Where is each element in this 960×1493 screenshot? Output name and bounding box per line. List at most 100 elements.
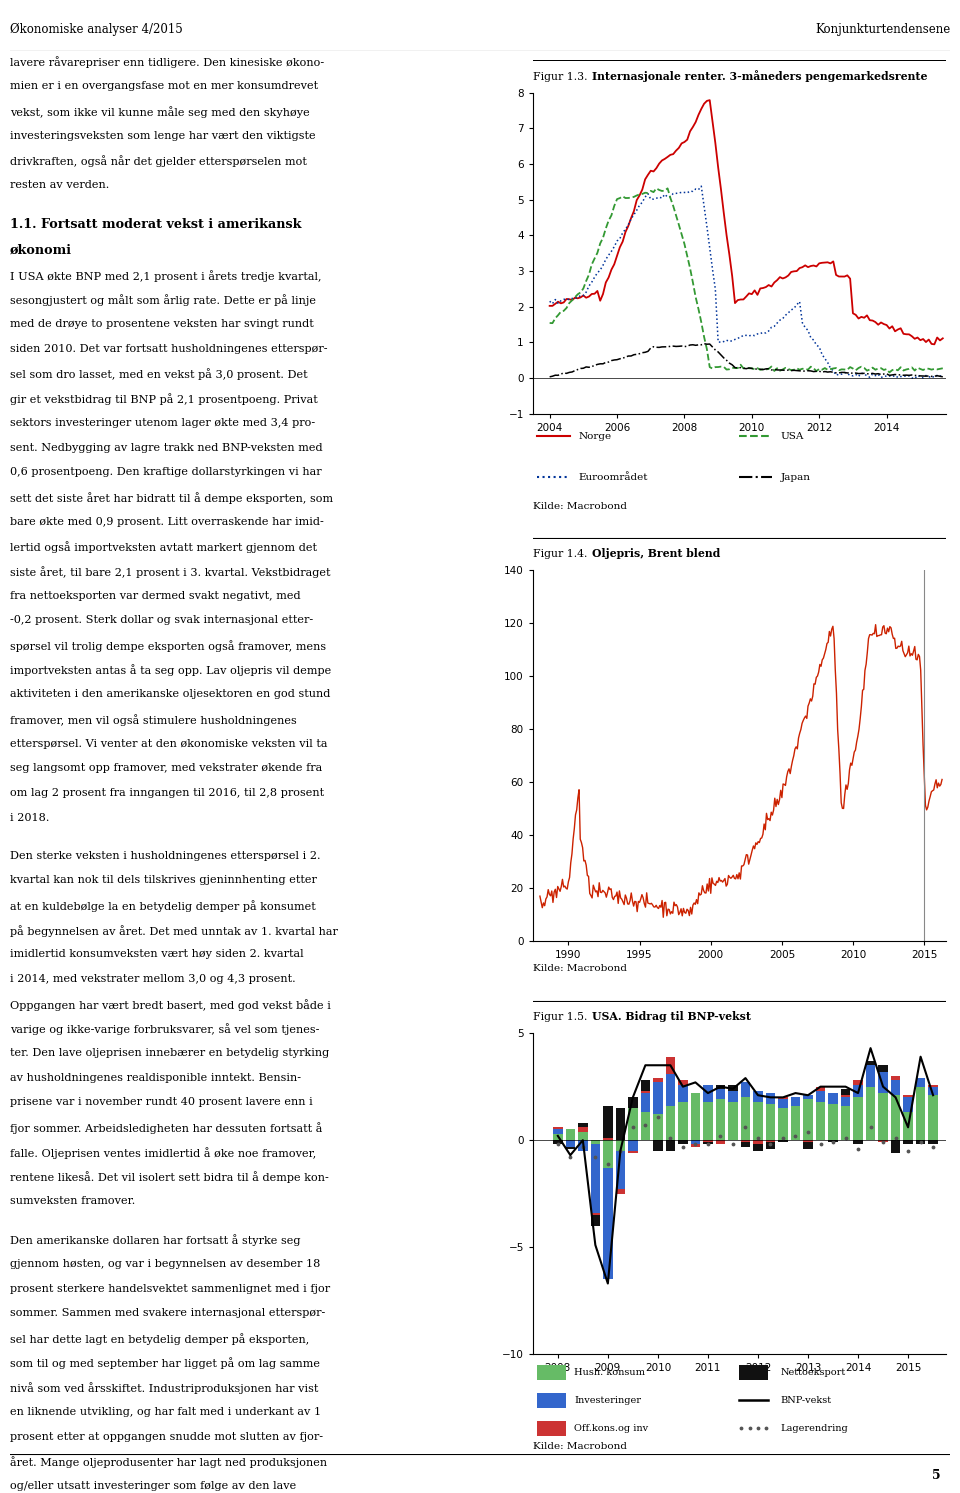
Text: falle. Oljeprisen ventes imidlertid å øke noe framover,: falle. Oljeprisen ventes imidlertid å øk… xyxy=(10,1147,316,1159)
Text: bare økte med 0,9 prosent. Litt overraskende har imid-: bare økte med 0,9 prosent. Litt overrask… xyxy=(10,517,324,527)
Bar xyxy=(703,1084,712,1102)
Text: USA. Bidrag til BNP-vekst: USA. Bidrag til BNP-vekst xyxy=(591,1011,751,1023)
Text: framover, men vil også stimulere husholdningenes: framover, men vil også stimulere hushold… xyxy=(10,714,297,726)
Bar xyxy=(928,1141,938,1145)
Text: investeringsveksten som lenge har vært den viktigste: investeringsveksten som lenge har vært d… xyxy=(10,130,315,140)
Text: Nettoeksport: Nettoeksport xyxy=(780,1368,846,1377)
Text: Norge: Norge xyxy=(578,431,612,440)
Bar xyxy=(603,1138,612,1141)
Text: prosent etter at oppgangen snudde mot slutten av fjor-: prosent etter at oppgangen snudde mot sl… xyxy=(10,1432,323,1442)
Text: i 2018.: i 2018. xyxy=(10,812,49,823)
Bar xyxy=(754,1102,762,1141)
Bar xyxy=(779,1108,788,1141)
Bar xyxy=(878,1072,888,1093)
Bar xyxy=(603,1106,612,1138)
Text: -0,2 prosent. Sterk dollar og svak internasjonal etter-: -0,2 prosent. Sterk dollar og svak inter… xyxy=(10,615,313,626)
Bar xyxy=(878,1066,888,1072)
Bar xyxy=(816,1102,826,1141)
Bar xyxy=(537,1366,565,1380)
Text: Investeringer: Investeringer xyxy=(574,1396,641,1405)
Bar xyxy=(640,1112,650,1141)
Text: nivå som ved årsskiftet. Industriproduksjonen har vist: nivå som ved årsskiftet. Industriproduks… xyxy=(10,1383,318,1394)
Bar xyxy=(653,1114,662,1141)
Text: i 2014, med vekstrater mellom 3,0 og 4,3 prosent.: i 2014, med vekstrater mellom 3,0 og 4,3… xyxy=(10,973,296,984)
Bar xyxy=(853,1141,863,1145)
Bar xyxy=(578,1127,588,1132)
Bar xyxy=(615,1190,625,1194)
Bar xyxy=(716,1099,725,1141)
Bar xyxy=(615,1141,625,1151)
Text: 0,6 prosentpoeng. Den kraftige dollarstyrkingen vi har: 0,6 prosentpoeng. Den kraftige dollarsty… xyxy=(10,467,322,478)
Bar xyxy=(766,1141,776,1142)
Bar xyxy=(779,1099,788,1108)
Text: USA: USA xyxy=(780,431,804,440)
Text: Figur 1.3.: Figur 1.3. xyxy=(533,72,590,82)
Bar xyxy=(828,1093,838,1103)
Text: lertid også importveksten avtatt markert gjennom det: lertid også importveksten avtatt markert… xyxy=(10,542,317,552)
Text: sumveksten framover.: sumveksten framover. xyxy=(10,1196,134,1206)
Text: seg langsomt opp framover, med vekstrater økende fra: seg langsomt opp framover, med vekstrate… xyxy=(10,763,322,773)
Bar xyxy=(891,1096,900,1141)
Text: sett det siste året har bidratt til å dempe eksporten, som: sett det siste året har bidratt til å de… xyxy=(10,491,333,503)
Text: sesongjustert og målt som årlig rate. Dette er på linje: sesongjustert og målt som årlig rate. De… xyxy=(10,294,316,306)
Text: fra nettoeksporten var dermed svakt negativt, med: fra nettoeksporten var dermed svakt nega… xyxy=(10,591,300,600)
Text: Internasjonale renter. 3-måneders pengemarkedsrente: Internasjonale renter. 3-måneders pengem… xyxy=(591,70,927,82)
Text: I USA økte BNP med 2,1 prosent i årets tredje kvartal,: I USA økte BNP med 2,1 prosent i årets t… xyxy=(10,270,321,282)
Bar xyxy=(565,1129,575,1141)
Bar xyxy=(603,1168,612,1280)
Text: prosent sterkere handelsvektet sammenlignet med i fjor: prosent sterkere handelsvektet sammenlig… xyxy=(10,1284,329,1293)
Text: Økonomiske analyser 4/2015: Økonomiske analyser 4/2015 xyxy=(10,22,182,36)
Bar xyxy=(766,1142,776,1148)
Bar xyxy=(565,1147,575,1148)
Text: vekst, som ikke vil kunne måle seg med den skyhøye: vekst, som ikke vil kunne måle seg med d… xyxy=(10,106,309,118)
Text: året. Mange oljeprodusenter har lagt ned produksjonen: året. Mange oljeprodusenter har lagt ned… xyxy=(10,1456,326,1468)
Bar xyxy=(891,1081,900,1096)
Text: Kilde: Macrobond: Kilde: Macrobond xyxy=(533,502,627,511)
Text: økonomi: økonomi xyxy=(10,243,72,257)
Text: lavere råvarepriser enn tidligere. Den kinesiske økono-: lavere råvarepriser enn tidligere. Den k… xyxy=(10,57,324,69)
Bar xyxy=(916,1087,925,1141)
Bar xyxy=(891,1076,900,1081)
Bar xyxy=(841,1106,851,1141)
Text: spørsel vil trolig dempe eksporten også framover, mens: spørsel vil trolig dempe eksporten også … xyxy=(10,640,325,652)
Text: Kilde: Macrobond: Kilde: Macrobond xyxy=(533,964,627,973)
Bar xyxy=(590,1141,600,1145)
Bar xyxy=(804,1096,813,1099)
Text: resten av verden.: resten av verden. xyxy=(10,179,108,190)
Bar xyxy=(928,1096,938,1141)
Text: siden 2010. Det var fortsatt husholdningenes etterspør-: siden 2010. Det var fortsatt husholdning… xyxy=(10,343,327,354)
Bar xyxy=(741,1142,750,1147)
Bar xyxy=(678,1084,687,1102)
Text: imidlertid konsumveksten vært høy siden 2. kvartal: imidlertid konsumveksten vært høy siden … xyxy=(10,950,303,960)
Bar xyxy=(640,1091,650,1093)
Text: varige og ikke-varige forbruksvarer, så vel som tjenes-: varige og ikke-varige forbruksvarer, så … xyxy=(10,1023,319,1035)
Bar xyxy=(615,1108,625,1141)
Bar xyxy=(653,1082,662,1114)
Text: av husholdningenes realdisponible inntekt. Bensin-: av husholdningenes realdisponible inntek… xyxy=(10,1073,300,1082)
Bar xyxy=(853,1084,863,1097)
Bar xyxy=(754,1091,762,1102)
Bar xyxy=(628,1141,637,1151)
Bar xyxy=(537,1393,565,1408)
Bar xyxy=(590,1215,600,1226)
Bar xyxy=(741,1097,750,1141)
Bar xyxy=(729,1091,737,1102)
Bar xyxy=(553,1133,563,1141)
Bar xyxy=(665,1106,675,1141)
Text: gir et vekstbidrag til BNP på 2,1 prosentpoeng. Privat: gir et vekstbidrag til BNP på 2,1 prosen… xyxy=(10,393,318,405)
Text: en liknende utvikling, og har falt med i underkant av 1: en liknende utvikling, og har falt med i… xyxy=(10,1406,321,1417)
Bar xyxy=(678,1081,687,1084)
Bar xyxy=(804,1141,813,1142)
Bar xyxy=(716,1084,725,1088)
Bar xyxy=(716,1141,725,1145)
Bar xyxy=(754,1145,762,1151)
Bar xyxy=(779,1097,788,1099)
Bar xyxy=(841,1096,851,1097)
Text: gjennom høsten, og var i begynnelsen av desember 18: gjennom høsten, og var i begynnelsen av … xyxy=(10,1259,320,1269)
Bar xyxy=(578,1132,588,1141)
Bar xyxy=(590,1212,600,1215)
Text: at en kuldebølge la en betydelig demper på konsumet: at en kuldebølge la en betydelig demper … xyxy=(10,900,315,912)
Bar xyxy=(928,1087,938,1096)
Bar xyxy=(603,1141,612,1168)
Bar xyxy=(828,1141,838,1142)
